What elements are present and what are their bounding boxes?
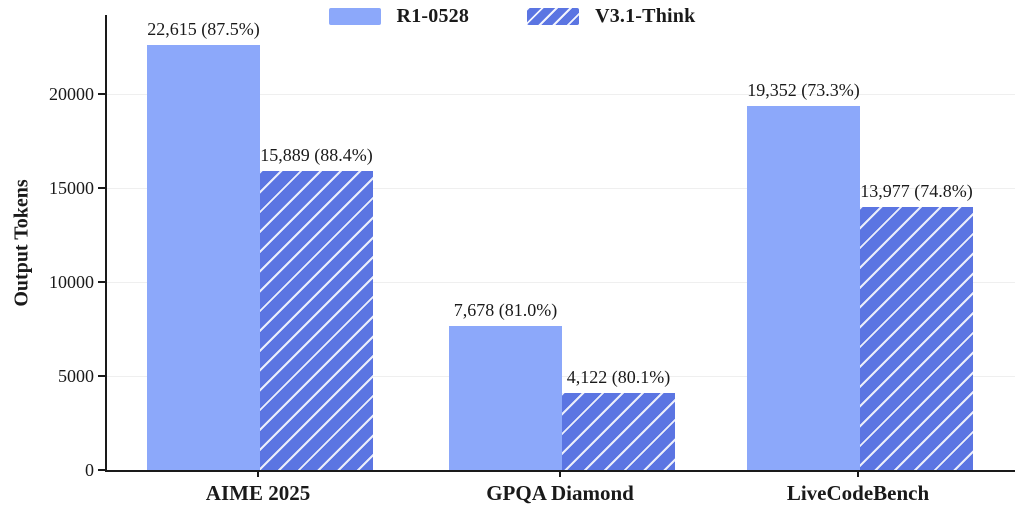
gridline [107, 94, 1015, 95]
x-tick-mark [559, 470, 561, 477]
y-tick-label: 20000 [49, 84, 94, 104]
y-tick-label: 0 [85, 460, 94, 480]
x-category-label: LiveCodeBench [786, 481, 930, 505]
plot-area: 22,615 (87.5%) 15,889 (88.4%) 7,678 (81.0%… [105, 15, 1015, 472]
y-tick-label: 5000 [58, 366, 94, 386]
y-tick-label: 10000 [49, 272, 94, 292]
bar-V3.1-Think-GPQA Diamond [562, 392, 675, 470]
gridline [107, 188, 1015, 189]
legend-label: V3.1-Think [595, 5, 696, 27]
legend-swatch-hatched [527, 8, 580, 25]
legend-swatch-solid [328, 8, 381, 25]
bar-value-label: 7,678 (81.0%) [453, 299, 558, 320]
y-tick-label: 15000 [49, 178, 94, 198]
bar-R1-0528-LiveCodeBench [747, 106, 860, 470]
y-tick-mark [98, 375, 105, 377]
bar-value-label: 22,615 (87.5%) [147, 18, 260, 39]
bar-R1-0528-GPQA Diamond [449, 325, 562, 470]
y-tick-mark [98, 187, 105, 189]
gridline [107, 282, 1015, 283]
x-tick-mark [857, 470, 859, 477]
legend-label: R1-0528 [396, 5, 470, 27]
x-tick-mark [257, 470, 259, 477]
y-tick-mark [98, 93, 105, 95]
legend-item-v31-think: V3.1-Think [527, 5, 695, 28]
bar-value-label: 15,889 (88.4%) [260, 145, 373, 166]
bar-value-label: 4,122 (80.1%) [566, 366, 671, 387]
x-category-label: AIME 2025 [205, 481, 311, 505]
x-category-label: GPQA Diamond [486, 481, 634, 505]
bar-value-label: 19,352 (73.3%) [747, 80, 860, 101]
legend: R1-0528 V3.1-Think [0, 5, 1024, 28]
bar-R1-0528-AIME 2025 [147, 44, 260, 470]
bar-V3.1-Think-AIME 2025 [260, 171, 373, 470]
bar-value-label: 13,977 (74.8%) [860, 181, 973, 202]
y-tick-mark [98, 281, 105, 283]
bar-V3.1-Think-LiveCodeBench [860, 207, 973, 470]
y-tick-mark [98, 469, 105, 471]
legend-item-r1-0528: R1-0528 [328, 5, 470, 28]
